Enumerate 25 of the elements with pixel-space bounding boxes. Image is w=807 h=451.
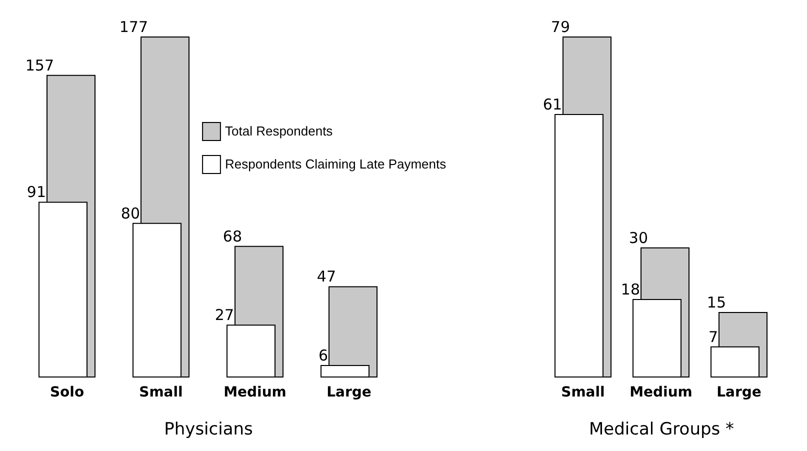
data-label: 18 <box>620 280 640 299</box>
data-label: 177 <box>119 18 148 36</box>
data-label: 7 <box>708 328 718 346</box>
data-label: 30 <box>628 228 648 247</box>
data-label: 80 <box>120 204 140 222</box>
data-label: 79 <box>550 18 570 36</box>
data-label: 27 <box>214 306 234 324</box>
x-axis-title: Medical Groups * <box>588 420 734 440</box>
data-label: 68 <box>222 227 242 246</box>
data-label: 157 <box>25 56 54 74</box>
data-label: 47 <box>316 268 336 286</box>
data-label: 15 <box>706 293 726 312</box>
x-tick-label: Small <box>561 384 605 400</box>
x-axis-title: Physicians <box>164 420 254 440</box>
legend-label: Respondents Claiming Late Payments <box>225 156 447 172</box>
x-tick-label: Medium <box>630 384 692 400</box>
data-label: 6 <box>318 346 328 364</box>
x-tick-label: Large <box>326 384 372 400</box>
data-label: 61 <box>542 95 562 114</box>
x-tick-label: Medium <box>224 384 286 400</box>
legend-label: Total Respondents <box>225 124 334 138</box>
data-label: 91 <box>26 183 46 202</box>
x-tick-label: Solo <box>50 384 84 400</box>
x-tick-label: Small <box>139 384 183 400</box>
x-tick-label: Large <box>716 384 762 400</box>
